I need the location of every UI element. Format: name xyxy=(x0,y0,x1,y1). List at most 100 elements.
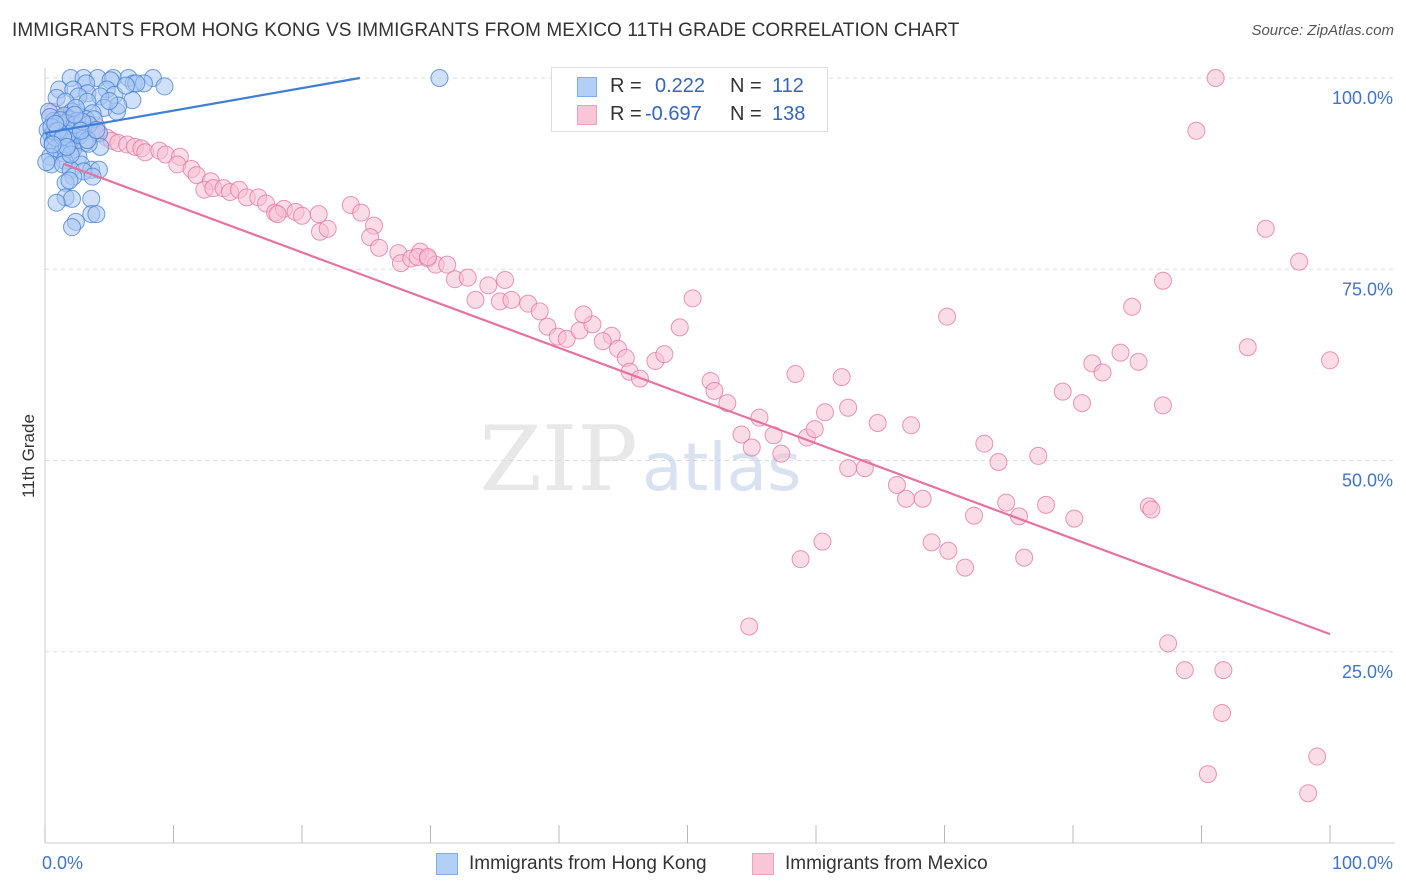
y-tick-label: 50.0% xyxy=(1342,471,1393,491)
y-tick-label: 25.0% xyxy=(1342,662,1393,682)
data-point-mexico xyxy=(1299,784,1318,803)
data-point-mexico xyxy=(1153,396,1172,415)
tick-labels: 100.0% 75.0% 50.0% 25.0% 0.0% 100.0% xyxy=(42,88,1393,873)
data-point-mexico xyxy=(1290,252,1309,271)
correlation-legend: R = 0.222 N = 112 R = -0.697 N = 138 xyxy=(551,67,828,132)
data-point-mexico xyxy=(574,305,593,324)
chart-title: IMMIGRANTS FROM HONG KONG VS IMMIGRANTS … xyxy=(12,20,960,41)
data-point-mexico xyxy=(1029,446,1048,465)
data-point-mexico xyxy=(1037,495,1056,514)
y-axis-label: 11th Grade xyxy=(19,414,38,498)
data-point-mexico xyxy=(1153,271,1172,290)
data-point-mexico xyxy=(1123,297,1142,316)
data-point-mexico xyxy=(989,453,1008,472)
data-point-mexico xyxy=(655,345,674,364)
data-point-mexico xyxy=(466,290,485,309)
data-point-mexico xyxy=(913,489,932,508)
legend-swatch-mexico xyxy=(752,853,774,875)
data-point-mexico xyxy=(750,408,769,427)
data-point-mexico xyxy=(1053,382,1072,401)
data-point-mexico xyxy=(458,268,477,287)
data-point-hong-kong xyxy=(62,218,81,237)
data-point-mexico xyxy=(839,459,858,478)
data-point-hong-kong xyxy=(60,171,79,190)
data-point-mexico xyxy=(683,289,702,308)
data-point-hong-kong xyxy=(116,76,135,95)
data-point-mexico xyxy=(352,203,371,222)
data-point-mexico xyxy=(1187,121,1206,140)
legend-label-hong-kong: Immigrants from Hong Kong xyxy=(469,853,707,874)
data-point-mexico xyxy=(786,365,805,384)
legend-label-mexico: Immigrants from Mexico xyxy=(785,853,988,874)
x-tick-label: 100.0% xyxy=(1332,853,1393,873)
legend-r-label: R = xyxy=(610,103,642,125)
data-point-mexico xyxy=(772,444,791,463)
data-point-mexico xyxy=(1142,500,1161,519)
data-point-mexico xyxy=(1198,765,1217,784)
data-point-mexico xyxy=(496,270,515,289)
y-tick-label: 75.0% xyxy=(1342,279,1393,299)
data-point-hong-kong xyxy=(62,189,81,208)
legend-swatch-hong-kong xyxy=(577,77,597,97)
legend-n-label: N = xyxy=(730,103,762,125)
data-point-hong-kong xyxy=(43,135,62,154)
data-point-mexico xyxy=(1015,548,1034,567)
data-point-mexico xyxy=(1065,509,1084,528)
legend-n-value: 112 xyxy=(772,75,804,97)
data-point-mexico xyxy=(1308,747,1327,766)
data-point-mexico xyxy=(705,381,724,400)
legend-n-label: N = xyxy=(730,75,762,97)
data-point-mexico xyxy=(318,219,337,238)
data-point-mexico xyxy=(896,489,915,508)
data-point-mexico xyxy=(868,414,887,433)
data-point-mexico xyxy=(418,248,437,267)
series-legend: Immigrants from Hong Kong Immigrants fro… xyxy=(0,851,1406,879)
data-point-mexico xyxy=(815,403,834,422)
data-point-mexico xyxy=(1159,634,1178,653)
data-point-mexico xyxy=(670,318,689,337)
data-point-mexico xyxy=(1238,338,1257,357)
legend-r-label: R = xyxy=(610,75,642,97)
trend-lines xyxy=(44,76,1331,636)
data-point-mexico xyxy=(718,394,737,413)
data-point-mexico xyxy=(791,550,810,569)
data-point-hong-kong xyxy=(82,189,101,208)
legend-row-mexico: R = -0.697 N = 138 xyxy=(552,99,827,129)
legend-r-value: -0.697 xyxy=(645,103,702,125)
y-tick-label: 100.0% xyxy=(1332,88,1393,108)
data-point-mexico xyxy=(965,506,984,525)
data-point-mexico xyxy=(813,532,832,551)
data-point-mexico xyxy=(1111,343,1130,362)
legend-row-hong-kong: R = 0.222 N = 112 xyxy=(552,71,827,101)
data-point-mexico xyxy=(975,434,994,453)
x-tick-label: 0.0% xyxy=(42,853,83,873)
data-point-mexico xyxy=(557,329,576,348)
legend-swatch-mexico xyxy=(577,105,597,125)
watermark-zip: ZIP xyxy=(479,407,638,512)
data-point-mexico xyxy=(1206,69,1225,87)
data-point-mexico xyxy=(1213,703,1232,722)
trend-line-hong-kong xyxy=(44,76,361,135)
data-point-hong-kong xyxy=(87,205,106,224)
data-point-mexico xyxy=(438,255,457,274)
gridlines xyxy=(45,77,1395,653)
data-point-mexico xyxy=(479,276,498,295)
data-point-mexico xyxy=(370,238,389,257)
axes xyxy=(44,68,1395,844)
data-point-hong-kong xyxy=(430,69,449,87)
data-point-mexico xyxy=(839,398,858,417)
data-point-hong-kong xyxy=(47,193,66,212)
data-point-hong-kong xyxy=(46,114,65,133)
data-point-mexico xyxy=(1214,661,1233,680)
data-point-mexico xyxy=(956,558,975,577)
data-point-hong-kong xyxy=(100,91,119,110)
data-point-mexico xyxy=(1175,661,1194,680)
data-point-hong-kong xyxy=(37,153,56,172)
data-point-mexico xyxy=(502,290,521,309)
data-point-mexico xyxy=(593,332,612,351)
trend-line-mexico xyxy=(62,162,1331,636)
data-point-mexico xyxy=(1129,352,1148,371)
data-point-hong-kong xyxy=(155,77,174,96)
data-point-hong-kong xyxy=(65,105,84,124)
